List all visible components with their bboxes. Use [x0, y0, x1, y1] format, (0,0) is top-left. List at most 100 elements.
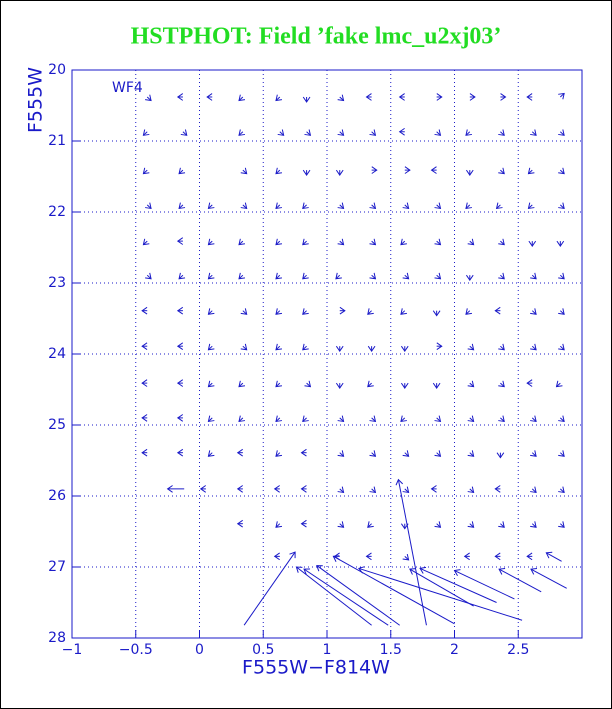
- x-axis-label: F555W−F814W: [242, 657, 390, 679]
- arrow: [528, 240, 537, 247]
- arrow-head: [495, 202, 503, 210]
- arrow-head: [275, 272, 283, 280]
- arrow: [467, 380, 475, 388]
- arrow: [453, 569, 515, 600]
- y-tick-label: 27: [48, 559, 66, 575]
- arrow: [495, 202, 503, 210]
- arrow-shaft: [419, 567, 497, 603]
- arrow: [275, 272, 283, 280]
- arrow-head: [465, 129, 472, 136]
- arrow-head: [337, 129, 345, 136]
- arrow: [556, 240, 565, 247]
- arrow-head: [300, 448, 307, 457]
- arrow: [402, 202, 410, 210]
- arrow-head: [558, 450, 565, 457]
- arrow: [207, 415, 215, 423]
- arrow: [395, 478, 427, 626]
- arrow-head: [275, 343, 283, 351]
- arrow-head: [467, 238, 475, 246]
- arrow-head: [498, 380, 505, 388]
- arrow: [467, 238, 475, 246]
- arrow-head: [430, 485, 437, 493]
- arrow-shaft: [243, 551, 296, 626]
- arrow-head: [467, 450, 475, 457]
- arrow: [141, 342, 148, 350]
- arrow-shaft: [333, 555, 455, 625]
- arrow-head: [240, 167, 248, 175]
- arrow: [337, 521, 345, 528]
- arrow-head: [400, 308, 407, 315]
- arrow-head: [558, 521, 565, 528]
- arrow: [367, 380, 374, 388]
- arrow-head: [141, 342, 148, 350]
- arrow: [434, 521, 442, 528]
- arrow-head: [400, 238, 407, 246]
- x-tick-label: 2: [450, 642, 459, 658]
- arrow: [498, 129, 505, 136]
- arrow-head: [337, 450, 345, 457]
- arrow: [176, 414, 184, 422]
- arrow: [434, 272, 442, 280]
- arrow-head: [432, 310, 441, 317]
- arrow: [530, 129, 537, 136]
- arrow-head: [337, 486, 345, 494]
- arrow-head: [176, 379, 184, 387]
- arrow: [498, 343, 505, 351]
- arrow: [526, 379, 533, 387]
- arrow-head: [465, 202, 472, 210]
- arrow-head: [469, 93, 476, 101]
- arrow: [335, 169, 344, 176]
- arrow-head: [275, 450, 283, 457]
- arrow: [434, 415, 442, 423]
- arrow: [558, 272, 565, 280]
- arrow: [498, 272, 505, 280]
- arrow-head: [238, 94, 246, 102]
- arrow: [302, 343, 309, 351]
- arrow-head: [207, 238, 215, 246]
- arrow: [558, 308, 565, 315]
- arrow-head: [369, 450, 377, 457]
- arrow: [302, 415, 309, 423]
- arrow-head: [176, 237, 184, 245]
- arrow-head: [432, 382, 441, 389]
- arrow-head: [494, 552, 501, 561]
- arrow-head: [530, 129, 537, 136]
- arrow-head: [275, 167, 283, 175]
- arrow: [558, 343, 565, 351]
- arrow-head: [369, 486, 377, 494]
- arrow-head: [289, 551, 296, 559]
- y-tick-label: 21: [48, 133, 66, 149]
- arrow: [400, 345, 409, 353]
- arrow: [240, 167, 248, 175]
- arrow-head: [302, 169, 311, 176]
- arrow-head: [240, 202, 248, 210]
- arrow-head: [465, 274, 474, 282]
- arrow-head: [465, 169, 474, 176]
- arrow-head: [332, 555, 340, 562]
- arrow: [358, 566, 523, 621]
- arrow-head: [465, 308, 472, 315]
- arrow-head: [558, 92, 565, 100]
- arrow-head: [371, 166, 378, 174]
- arrow-head: [400, 415, 407, 423]
- arrow: [337, 129, 345, 136]
- arrow-head: [498, 343, 505, 351]
- arrow-head: [530, 343, 537, 351]
- arrow-head: [527, 167, 535, 175]
- arrow-head: [434, 272, 442, 280]
- arrow-head: [302, 343, 309, 351]
- arrow-head: [178, 202, 186, 210]
- arrow-head: [558, 272, 565, 280]
- arrow-head: [367, 345, 376, 353]
- arrow: [494, 552, 501, 561]
- arrow-head: [238, 415, 246, 423]
- arrow: [302, 272, 309, 280]
- arrow-head: [176, 306, 184, 315]
- arrow-head: [530, 486, 537, 494]
- arrow-head: [558, 343, 565, 351]
- arrow-head: [467, 380, 475, 388]
- arrow-head: [275, 521, 283, 528]
- arrow: [238, 238, 246, 246]
